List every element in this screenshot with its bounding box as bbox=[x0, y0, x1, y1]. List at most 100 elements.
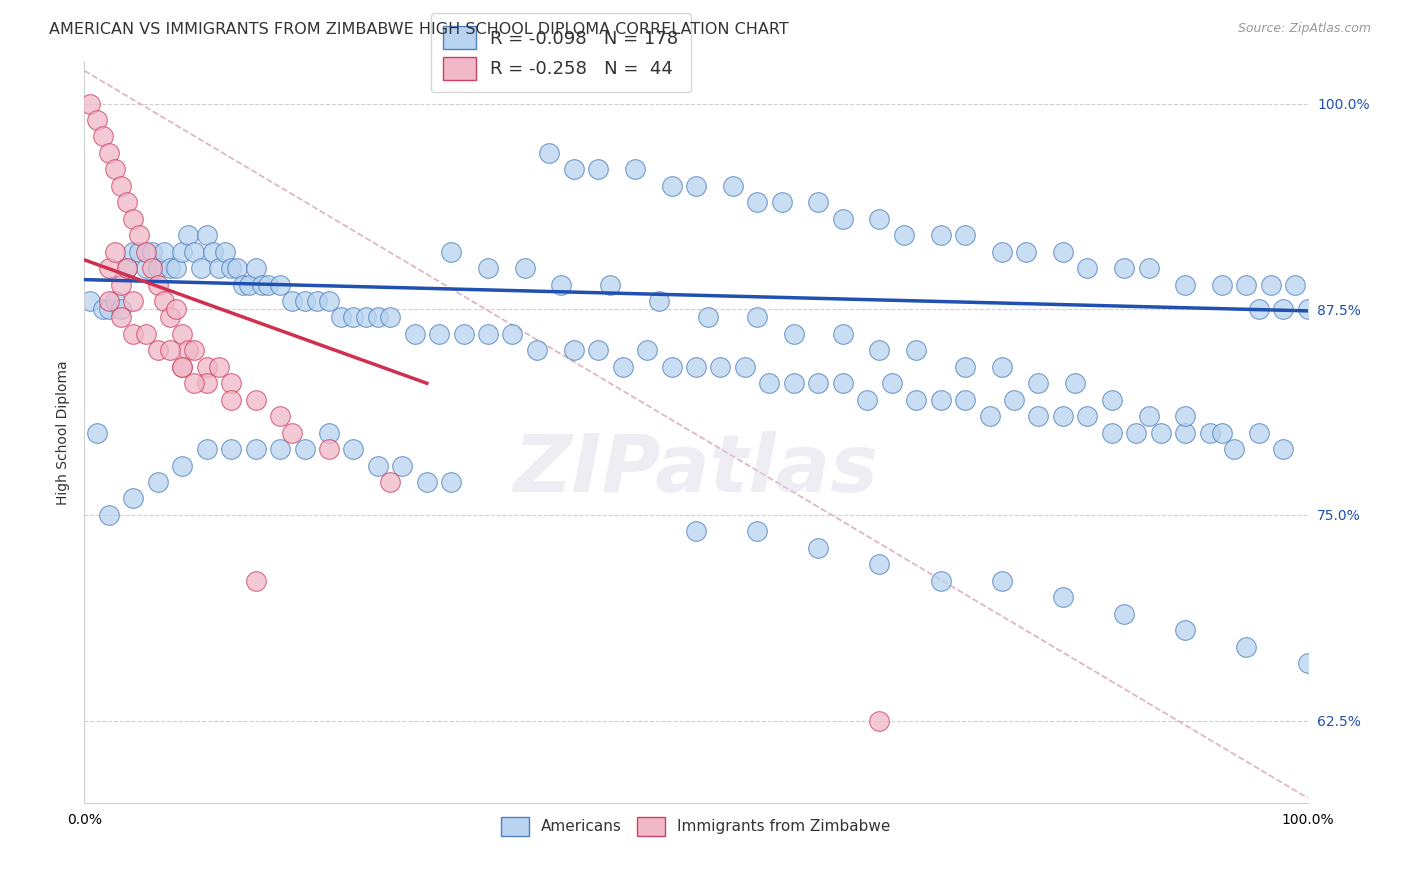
Point bbox=[1223, 442, 1246, 456]
Point bbox=[219, 442, 242, 456]
Point bbox=[172, 359, 194, 374]
Point bbox=[208, 359, 231, 374]
Point bbox=[758, 376, 780, 391]
Point bbox=[281, 425, 304, 440]
Point bbox=[953, 392, 976, 407]
Point bbox=[440, 475, 463, 489]
Point bbox=[128, 228, 150, 243]
Point bbox=[128, 244, 150, 259]
Point bbox=[685, 359, 707, 374]
Point bbox=[1076, 409, 1098, 424]
Point bbox=[648, 293, 671, 308]
Point bbox=[1052, 590, 1074, 604]
Point bbox=[1174, 277, 1197, 292]
Point bbox=[856, 392, 879, 407]
Point bbox=[146, 343, 169, 358]
Point bbox=[153, 244, 176, 259]
Point bbox=[612, 359, 634, 374]
Point bbox=[747, 310, 769, 325]
Point bbox=[269, 277, 291, 292]
Point bbox=[1236, 640, 1258, 654]
Point bbox=[770, 195, 793, 210]
Point bbox=[201, 244, 224, 259]
Point bbox=[953, 359, 976, 374]
Point bbox=[416, 475, 439, 489]
Point bbox=[219, 376, 242, 391]
Point bbox=[991, 574, 1014, 588]
Point bbox=[122, 326, 145, 341]
Point bbox=[685, 524, 707, 539]
Point bbox=[195, 359, 218, 374]
Point bbox=[159, 261, 181, 276]
Point bbox=[991, 244, 1014, 259]
Point bbox=[747, 524, 769, 539]
Point bbox=[1211, 277, 1233, 292]
Point bbox=[453, 326, 475, 341]
Point bbox=[165, 261, 187, 276]
Point bbox=[807, 195, 830, 210]
Point bbox=[1174, 623, 1197, 637]
Point bbox=[97, 145, 120, 160]
Point bbox=[146, 261, 169, 276]
Point bbox=[502, 326, 524, 341]
Point bbox=[624, 162, 647, 177]
Point bbox=[245, 392, 267, 407]
Point bbox=[86, 113, 108, 128]
Point bbox=[831, 326, 853, 341]
Point bbox=[122, 293, 145, 308]
Point bbox=[1272, 442, 1295, 456]
Point bbox=[135, 244, 157, 259]
Point bbox=[153, 293, 176, 308]
Point bbox=[440, 244, 463, 259]
Point bbox=[807, 541, 830, 555]
Point bbox=[141, 261, 163, 276]
Point bbox=[1101, 392, 1123, 407]
Point bbox=[245, 574, 267, 588]
Point bbox=[91, 302, 114, 317]
Point bbox=[342, 442, 364, 456]
Point bbox=[929, 574, 952, 588]
Point bbox=[269, 442, 291, 456]
Point bbox=[110, 178, 132, 193]
Point bbox=[97, 293, 120, 308]
Point bbox=[1028, 376, 1050, 391]
Point bbox=[1174, 425, 1197, 440]
Point bbox=[1101, 425, 1123, 440]
Point bbox=[269, 409, 291, 424]
Point bbox=[636, 343, 658, 358]
Point bbox=[104, 244, 127, 259]
Point bbox=[979, 409, 1001, 424]
Point bbox=[183, 376, 205, 391]
Point bbox=[1174, 409, 1197, 424]
Point bbox=[257, 277, 280, 292]
Point bbox=[110, 277, 132, 292]
Point bbox=[1198, 425, 1220, 440]
Point bbox=[104, 162, 127, 177]
Point bbox=[177, 343, 200, 358]
Point bbox=[330, 310, 353, 325]
Point bbox=[880, 376, 903, 391]
Point bbox=[599, 277, 621, 292]
Point bbox=[953, 228, 976, 243]
Point bbox=[367, 310, 389, 325]
Point bbox=[342, 310, 364, 325]
Point bbox=[183, 244, 205, 259]
Point bbox=[115, 195, 138, 210]
Point bbox=[115, 261, 138, 276]
Point bbox=[477, 261, 499, 276]
Point bbox=[538, 145, 561, 160]
Point bbox=[208, 261, 231, 276]
Point bbox=[165, 302, 187, 317]
Point bbox=[232, 277, 254, 292]
Point bbox=[367, 458, 389, 473]
Point bbox=[318, 293, 340, 308]
Point bbox=[562, 162, 585, 177]
Point bbox=[380, 310, 402, 325]
Point bbox=[135, 261, 157, 276]
Point bbox=[79, 96, 101, 111]
Point bbox=[513, 261, 536, 276]
Point bbox=[110, 310, 132, 325]
Legend: Americans, Immigrants from Zimbabwe: Americans, Immigrants from Zimbabwe bbox=[491, 806, 901, 847]
Point bbox=[1052, 409, 1074, 424]
Point bbox=[104, 293, 127, 308]
